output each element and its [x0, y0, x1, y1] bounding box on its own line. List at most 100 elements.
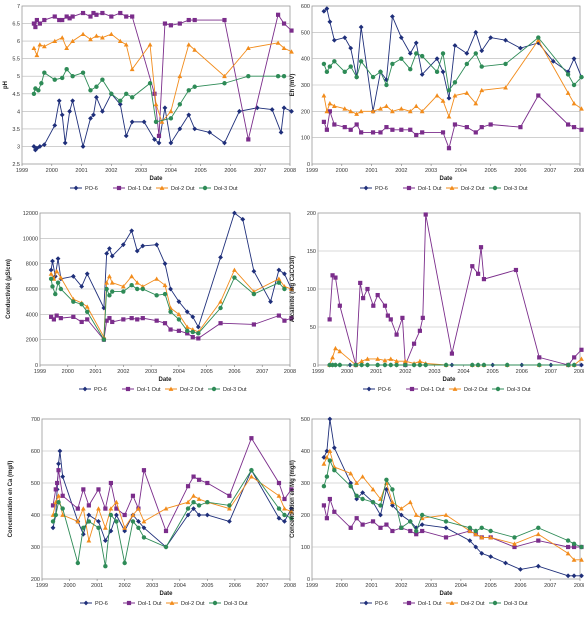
data-point — [129, 95, 135, 100]
data-point — [184, 324, 190, 329]
data-point — [332, 59, 337, 64]
legend-label: Dol-1 Out — [418, 186, 442, 192]
legend-item: Dol-1 Out — [123, 600, 162, 607]
data-point — [135, 317, 140, 322]
data-point — [122, 528, 128, 534]
x-tick-label: 2007 — [256, 583, 268, 589]
data-point — [354, 74, 359, 80]
legend-label: Dol-1 Out — [421, 387, 445, 393]
data-point — [289, 487, 294, 492]
data-point — [342, 125, 347, 130]
x-tick-label: 2000 — [341, 369, 353, 375]
data-point — [423, 362, 428, 368]
data-point — [365, 356, 370, 361]
data-point — [417, 328, 422, 333]
data-point — [394, 362, 399, 368]
data-point — [53, 291, 58, 297]
data-point — [384, 522, 389, 527]
data-point — [358, 108, 364, 114]
data-point — [464, 90, 470, 95]
data-point — [135, 286, 140, 292]
data-point — [251, 268, 257, 274]
x-tick-label: 2002 — [395, 168, 407, 174]
data-point — [579, 362, 584, 368]
data-point — [67, 108, 73, 114]
series-dol-3-out — [321, 458, 584, 550]
legend-item: PO-6 — [79, 386, 107, 393]
data-point — [289, 49, 294, 54]
data-point — [467, 528, 473, 533]
data-point — [518, 125, 523, 130]
data-point — [59, 35, 65, 40]
data-point — [104, 280, 110, 285]
x-tick-label: 2007 — [544, 168, 556, 174]
data-point — [473, 101, 479, 106]
x-tick-label: 2002 — [395, 583, 407, 589]
data-point — [358, 24, 364, 30]
data-point — [52, 122, 58, 128]
data-point — [324, 108, 330, 114]
data-point — [222, 140, 227, 146]
y-tick-label: 10000 — [23, 236, 38, 242]
data-point — [57, 448, 63, 454]
data-point — [359, 362, 364, 368]
data-point — [408, 127, 413, 132]
y-tick-label: 5 — [17, 74, 20, 80]
series-dol-2-out — [31, 31, 294, 124]
x-tick-label: 2000 — [336, 583, 348, 589]
y-tick-label: 8000 — [26, 262, 38, 268]
data-point — [288, 506, 294, 511]
data-point — [54, 268, 60, 274]
data-point — [184, 309, 190, 315]
chart-legend: PO-6 Dol-1 Out Dol-2 Out Dol-3 Out — [79, 386, 247, 393]
data-point — [478, 245, 484, 250]
x-tick-label: 2005 — [201, 583, 213, 589]
data-point — [288, 286, 294, 291]
data-point — [382, 362, 388, 368]
data-point — [443, 362, 449, 368]
data-point — [385, 313, 390, 318]
data-point — [331, 445, 337, 451]
x-tick-label: 2003 — [425, 168, 437, 174]
data-point — [64, 14, 69, 19]
x-tick-label: 2007 — [545, 369, 557, 375]
x-tick-label: 2006 — [516, 369, 528, 375]
x-tick-label: 2003 — [425, 583, 437, 589]
y-tick-label: 0 — [35, 363, 38, 369]
x-tick-label: 2007 — [256, 369, 268, 375]
data-point — [103, 506, 108, 511]
data-point — [443, 519, 449, 524]
data-point — [370, 108, 376, 114]
data-point — [479, 48, 485, 54]
data-point — [571, 362, 577, 368]
legend-label: PO-6 — [375, 601, 388, 607]
data-point — [190, 329, 195, 335]
legend-marker — [363, 185, 369, 191]
data-point — [109, 14, 114, 19]
data-point — [382, 303, 388, 308]
data-point — [331, 103, 337, 108]
data-point — [394, 358, 399, 364]
data-point — [536, 538, 541, 543]
data-point — [481, 277, 487, 282]
series-dol-3-out — [31, 67, 287, 125]
legend-label: Dol-3 Out — [224, 601, 248, 607]
legend-marker — [406, 185, 412, 191]
data-point — [360, 474, 366, 479]
legend-label: PO-6 — [94, 387, 107, 393]
x-tick-label: 2007 — [544, 583, 556, 589]
data-point — [205, 500, 210, 505]
data-point — [205, 480, 210, 486]
data-point — [536, 93, 541, 98]
legend-item: Dol-3 Out — [208, 386, 247, 393]
legend-label: Dol-1 Out — [128, 186, 152, 192]
series-line — [50, 269, 292, 339]
data-point — [370, 74, 376, 80]
data-point — [246, 74, 251, 79]
legend-label: Dol-3 Out — [223, 387, 247, 393]
data-point — [327, 317, 332, 322]
data-point — [141, 525, 147, 531]
data-point — [411, 341, 417, 346]
data-point — [332, 509, 337, 514]
